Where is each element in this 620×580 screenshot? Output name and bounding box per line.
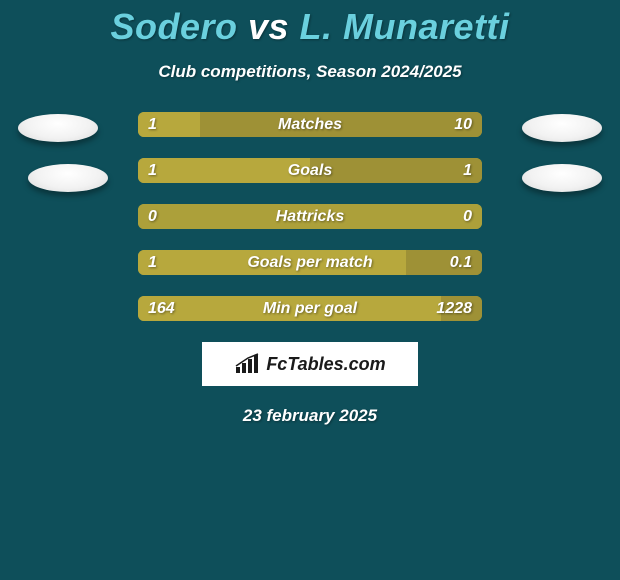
player2-name: L. Munaretti xyxy=(300,6,510,47)
stat-bar-left-segment xyxy=(138,204,310,229)
stat-bar-left-segment xyxy=(138,158,310,183)
stats-area: 110Matches 11Goals 00Hattricks 10.1Goals pe… xyxy=(0,112,620,321)
player1-avatar-icon xyxy=(18,114,98,142)
source-logo-text: FcTables.com xyxy=(266,354,385,375)
source-logo-badge: FcTables.com xyxy=(202,342,418,386)
player2-club-avatar-icon xyxy=(522,164,602,192)
stat-bar: 11Goals xyxy=(138,158,482,183)
stat-bar-right-segment xyxy=(441,296,482,321)
date-text: 23 february 2025 xyxy=(0,406,620,426)
player1-name: Sodero xyxy=(110,6,237,47)
bar-chart-icon xyxy=(234,353,260,375)
player2-avatar-icon xyxy=(522,114,602,142)
comparison-title: Sodero vs L. Munaretti xyxy=(0,0,620,48)
stat-bars-container: 110Matches 11Goals 00Hattricks 10.1Goals pe… xyxy=(138,112,482,321)
stat-bar-left-segment xyxy=(138,250,406,275)
player1-club-avatar-icon xyxy=(28,164,108,192)
stat-bar: 00Hattricks xyxy=(138,204,482,229)
stat-bar-right-segment xyxy=(200,112,482,137)
stat-bar: 10.1Goals per match xyxy=(138,250,482,275)
stat-bar: 110Matches xyxy=(138,112,482,137)
stat-bar-right-segment xyxy=(310,204,482,229)
stat-bar-left-segment xyxy=(138,296,441,321)
stat-bar-right-segment xyxy=(406,250,482,275)
season-subtitle: Club competitions, Season 2024/2025 xyxy=(0,62,620,82)
stat-bar-left-segment xyxy=(138,112,200,137)
vs-separator: vs xyxy=(248,6,289,47)
stat-bar-right-segment xyxy=(310,158,482,183)
stat-bar: 1641228Min per goal xyxy=(138,296,482,321)
